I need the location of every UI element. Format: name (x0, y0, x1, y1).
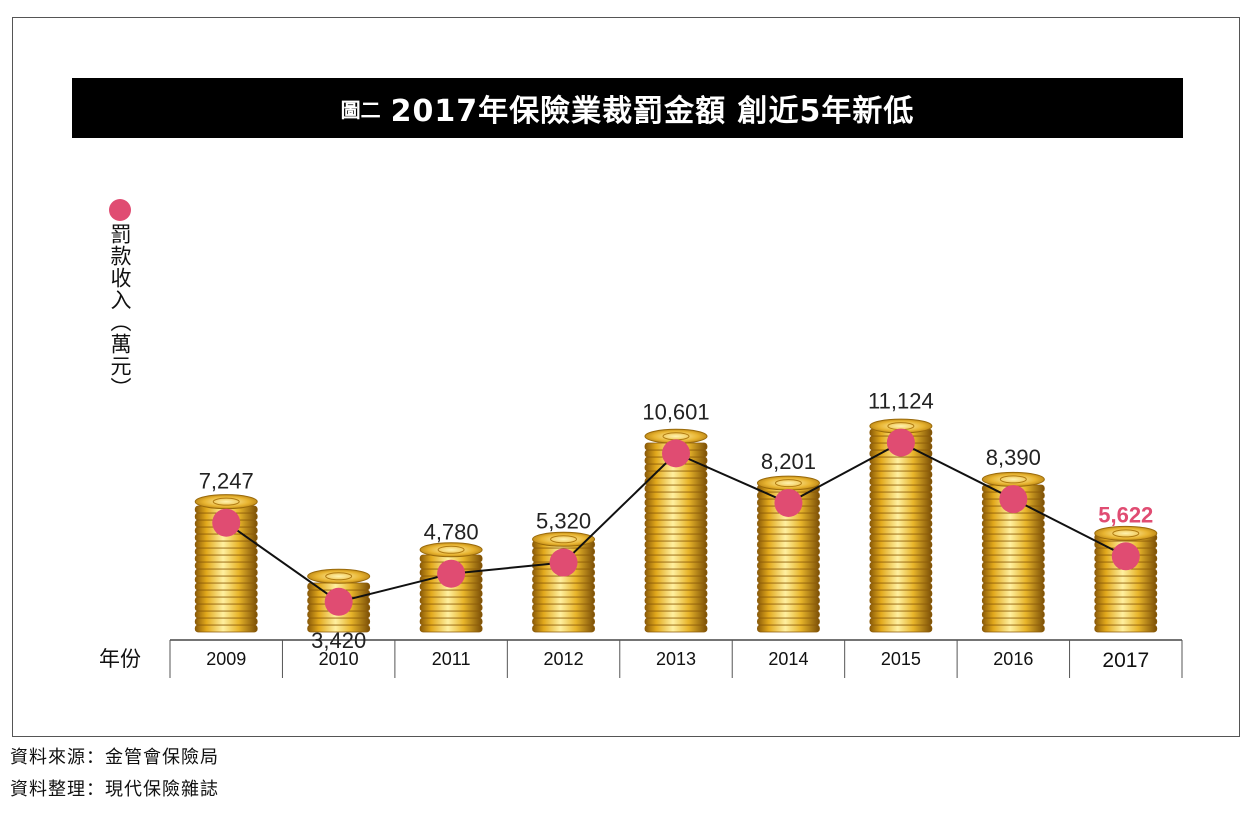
chart-frame (12, 17, 1240, 737)
coin-stack (1094, 525, 1158, 633)
data-point (886, 428, 915, 457)
data-label: 5,320 (536, 509, 591, 534)
coin-stacks (194, 418, 1158, 633)
series-line: 7,247 3,420 4,780 5,320 10,601 8,201 11,124 8,3… (199, 389, 1154, 653)
data-point (999, 485, 1028, 514)
title-bar: 圖二 2017年保險業裁罰金額 創近5年新低 (72, 78, 1183, 138)
data-label: 10,601 (642, 399, 709, 424)
source-line-2: 資料整理：現代保險雜誌 (10, 779, 219, 800)
source-line-1: 資料來源：金管會保險局 (10, 747, 219, 768)
data-label: 3,420 (311, 628, 366, 653)
data-point (662, 439, 690, 468)
x-tick-label: 2011 (432, 649, 471, 669)
x-tick-label: 2017 (1102, 649, 1149, 672)
coin-stack (869, 418, 933, 633)
data-label: 8,201 (761, 449, 816, 474)
y-axis-label: 罰款收入（萬元） (108, 223, 132, 399)
x-tick-label: 2016 (993, 649, 1033, 669)
data-point (212, 508, 241, 537)
x-tick-label: 2012 (544, 649, 584, 669)
data-point (1111, 542, 1140, 571)
x-axis-label: 年份 (99, 647, 141, 671)
x-tick-label: 2010 (319, 649, 359, 669)
coin-stack (644, 428, 708, 633)
data-label: 7,247 (199, 469, 254, 494)
coin-stack (532, 531, 596, 633)
chart-title: 2017年保險業裁罰金額 創近5年新低 (390, 94, 915, 129)
data-label: 8,390 (986, 445, 1041, 470)
chart-canvas: 年份 2009 2010 2011 2012 2013 2014 2015 2016 2017 7… (99, 389, 1183, 678)
data-point (324, 587, 353, 616)
x-tick-label: 2009 (206, 649, 246, 669)
data-point (549, 548, 578, 577)
x-tick-label: 2013 (656, 649, 696, 669)
legend-marker-dot (109, 199, 131, 221)
x-tick-label: 2015 (881, 649, 921, 669)
data-label: 11,124 (868, 389, 934, 414)
x-tick-label: 2014 (768, 649, 808, 669)
coin-stack (756, 475, 820, 633)
x-axis: 年份 2009 2010 2011 2012 2013 2014 2015 2016 2017 (99, 639, 1183, 678)
title-prefix: 圖二 (340, 97, 381, 122)
data-point (774, 488, 803, 517)
data-label: 4,780 (424, 520, 479, 545)
data-point (437, 559, 466, 588)
data-label: 5,622 (1098, 502, 1153, 527)
